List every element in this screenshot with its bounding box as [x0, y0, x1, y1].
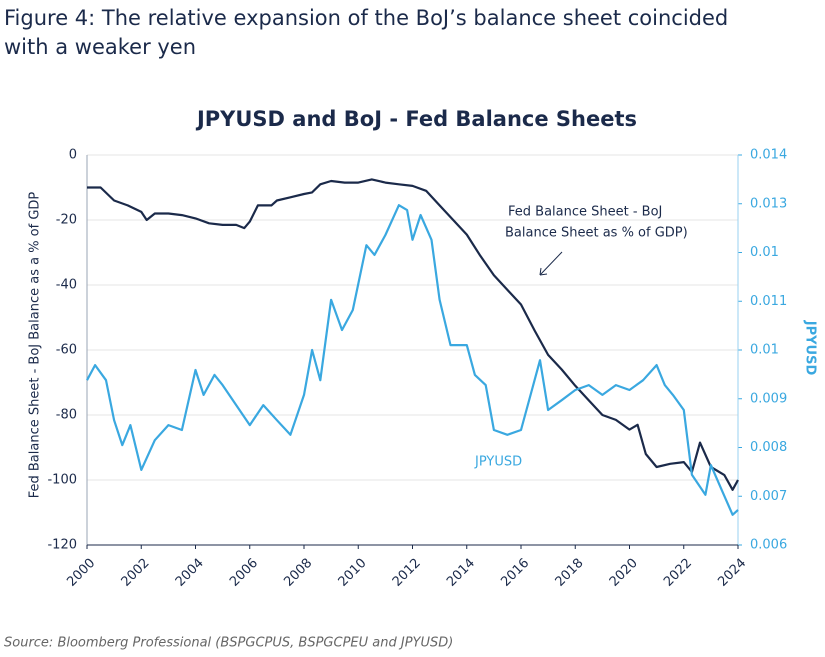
y2-tick-label: 0.013: [750, 196, 787, 211]
y2-tick-label: 0.007: [750, 489, 787, 504]
x-tick-label: 2002: [119, 556, 153, 590]
y2-tick-label: 0.011: [750, 294, 787, 309]
x-tick-label: 2020: [607, 556, 641, 590]
source: Source: Bloomberg Professional (BSPGCPUS…: [4, 636, 453, 651]
y-tick-label: -40: [56, 278, 77, 293]
y-tick-label: -100: [47, 473, 77, 488]
x-tick-label: 2004: [173, 556, 207, 590]
x-tick-label: 2014: [444, 556, 478, 590]
y2-tick-label: 0.014: [750, 148, 787, 163]
y-tick-label: -80: [56, 408, 77, 423]
x-tick-label: 2024: [715, 556, 749, 590]
figure-title: Figure 4: The relative expansion of the …: [4, 6, 728, 30]
y-tick-label: -120: [47, 538, 77, 553]
y-tick-label: -60: [56, 343, 77, 358]
x-tick-label: 2000: [64, 556, 98, 590]
y2-tick-label: 0.008: [750, 440, 787, 455]
x-tick-label: 2022: [661, 556, 695, 590]
y-tick-label: 0: [69, 148, 77, 163]
y2-tick-label: 0.01: [750, 343, 779, 358]
arrow: [539, 251, 563, 276]
y2-axis-label: JPYUSD: [803, 320, 818, 376]
y-axis-label: Fed Balance Sheet - BoJ Balance as a % o…: [28, 192, 43, 499]
x-tick-label: 2016: [498, 556, 532, 590]
x-tick-label: 2018: [553, 556, 587, 590]
series-label: JPYUSD: [474, 455, 522, 470]
chart-title: JPYUSD and BoJ - Fed Balance Sheets: [195, 107, 637, 131]
figure-title: with a weaker yen: [4, 35, 196, 59]
series-line: [87, 178, 739, 491]
x-tick-label: 2010: [336, 556, 370, 590]
series-line: [86, 204, 739, 516]
y2-tick-label: 0.009: [750, 391, 787, 406]
annotation: Fed Balance Sheet - BoJ: [508, 205, 662, 220]
x-tick-label: 2012: [390, 556, 424, 590]
x-tick-label: 2008: [281, 556, 315, 590]
y2-tick-label: 0.006: [750, 538, 787, 553]
annotation: Balance Sheet as % of GDP): [505, 226, 688, 241]
y2-tick-label: 0.01: [750, 245, 779, 260]
y-tick-label: -20: [56, 213, 77, 228]
x-tick-label: 2006: [227, 556, 261, 590]
arrow-head: [539, 267, 548, 276]
